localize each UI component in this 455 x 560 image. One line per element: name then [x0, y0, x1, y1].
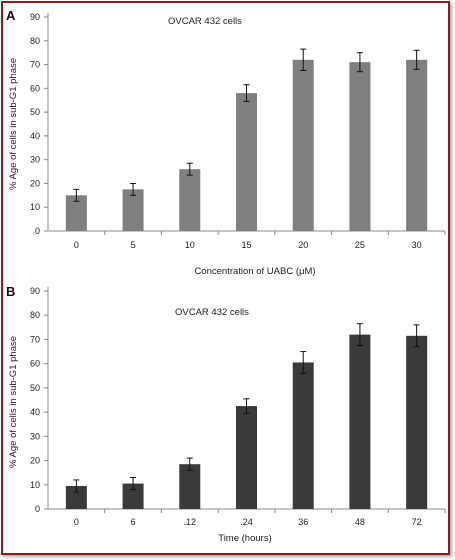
x-tick-label: 25: [355, 240, 365, 250]
y-tick-label: 60: [30, 83, 40, 93]
x-tick-label: .12: [184, 517, 197, 527]
x-tick-label: 72: [412, 517, 422, 527]
figure-frame: [1, 1, 450, 555]
bar: [406, 59, 428, 231]
chart-title-b: OVCAR 432 cells: [175, 307, 249, 318]
chart-title-a: OVCAR 432 cells: [168, 16, 242, 27]
chart-panel-b: B OVCAR 432 cells % Age of cells in sub-…: [6, 284, 446, 544]
x-tick-label: 5: [131, 240, 136, 250]
y-tick-label: 50: [30, 383, 40, 393]
panel-letter-a: A: [6, 8, 16, 23]
y-tick-label: 40: [30, 131, 40, 141]
y-tick-label: 90: [30, 286, 40, 296]
x-axis-label-b: Time (hours): [218, 533, 272, 544]
panel-letter-b: B: [6, 284, 15, 299]
y-tick-label: 80: [30, 310, 40, 320]
x-tick-label: 6: [131, 517, 136, 527]
bar: [122, 189, 144, 231]
bar: [179, 464, 201, 509]
x-tick-label: 0: [74, 517, 79, 527]
y-tick-label: 0: [35, 226, 40, 236]
x-tick-label: 36: [298, 517, 308, 527]
x-tick-label: 30: [412, 240, 422, 250]
y-tick-label: 0: [35, 504, 40, 514]
y-axis-label-b: % Age of cells in sub-G1 phase: [8, 336, 19, 468]
y-tick-label: 50: [30, 107, 40, 117]
bar: [406, 335, 428, 509]
x-tick-label: 10: [185, 240, 195, 250]
x-axis-label-a: Concentration of UABC (μM): [194, 266, 315, 277]
bar: [349, 62, 371, 231]
y-tick-label: 40: [30, 407, 40, 417]
y-tick-label: 70: [30, 60, 40, 70]
x-tick-label: 0: [74, 240, 79, 250]
bar: [122, 483, 144, 509]
bar: [292, 362, 314, 509]
y-tick-label: 80: [30, 36, 40, 46]
y-tick-label: 10: [30, 480, 40, 490]
bar: [65, 485, 87, 509]
x-tick-label: .24: [240, 517, 253, 527]
y-tick-label: 20: [30, 178, 40, 188]
bar: [179, 169, 201, 231]
y-tick-label: 90: [30, 12, 40, 22]
bar: [292, 59, 314, 231]
bar: [236, 406, 257, 509]
y-tick-label: 20: [30, 456, 40, 466]
x-tick-label: 48: [355, 517, 365, 527]
bar: [236, 93, 257, 231]
chart-panel-a: A OVCAR 432 cells % Age of cells in sub-…: [6, 8, 446, 277]
y-tick-label: 60: [30, 359, 40, 369]
bar: [349, 334, 371, 509]
y-tick-label: 30: [30, 155, 40, 165]
y-tick-label: 30: [30, 431, 40, 441]
x-tick-label: 15: [241, 240, 251, 250]
x-tick-label: 20: [298, 240, 308, 250]
y-axis-label-a: % Age of cells in sub-G1 phase: [8, 58, 19, 190]
y-tick-label: 10: [30, 202, 40, 212]
bar: [65, 195, 87, 231]
y-tick-label: 70: [30, 334, 40, 344]
